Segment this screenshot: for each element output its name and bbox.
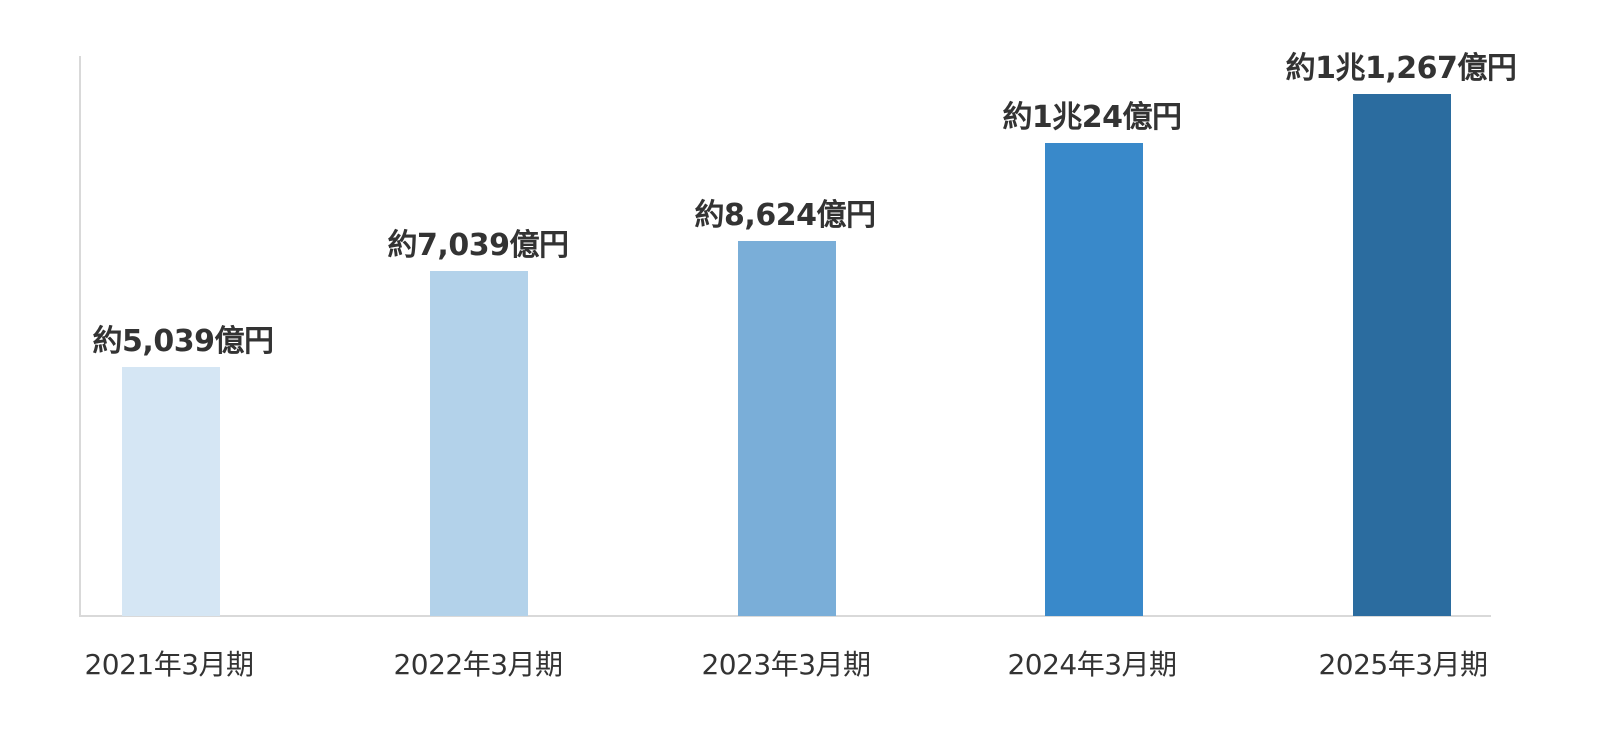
- bar-2021: [122, 367, 220, 616]
- value-label-2023: 約8,624億円: [694, 198, 876, 233]
- bar-2025: [1353, 94, 1451, 616]
- value-label-2025: 約1兆1,267億円: [1285, 51, 1517, 86]
- bar-2022: [430, 271, 528, 616]
- y-axis-line: [79, 56, 81, 617]
- category-label-2024: 2024年3月期: [1007, 648, 1177, 681]
- category-label-2022: 2022年3月期: [393, 648, 563, 681]
- category-label-2021: 2021年3月期: [84, 648, 254, 681]
- value-label-2021: 約5,039億円: [92, 324, 274, 359]
- bar-2024: [1045, 143, 1143, 616]
- x-axis-line: [79, 615, 1491, 617]
- value-label-2022: 約7,039億円: [387, 228, 569, 263]
- bar-2023: [738, 241, 836, 616]
- category-label-2025: 2025年3月期: [1318, 648, 1488, 681]
- category-label-2023: 2023年3月期: [701, 648, 871, 681]
- value-label-2024: 約1兆24億円: [1002, 100, 1182, 135]
